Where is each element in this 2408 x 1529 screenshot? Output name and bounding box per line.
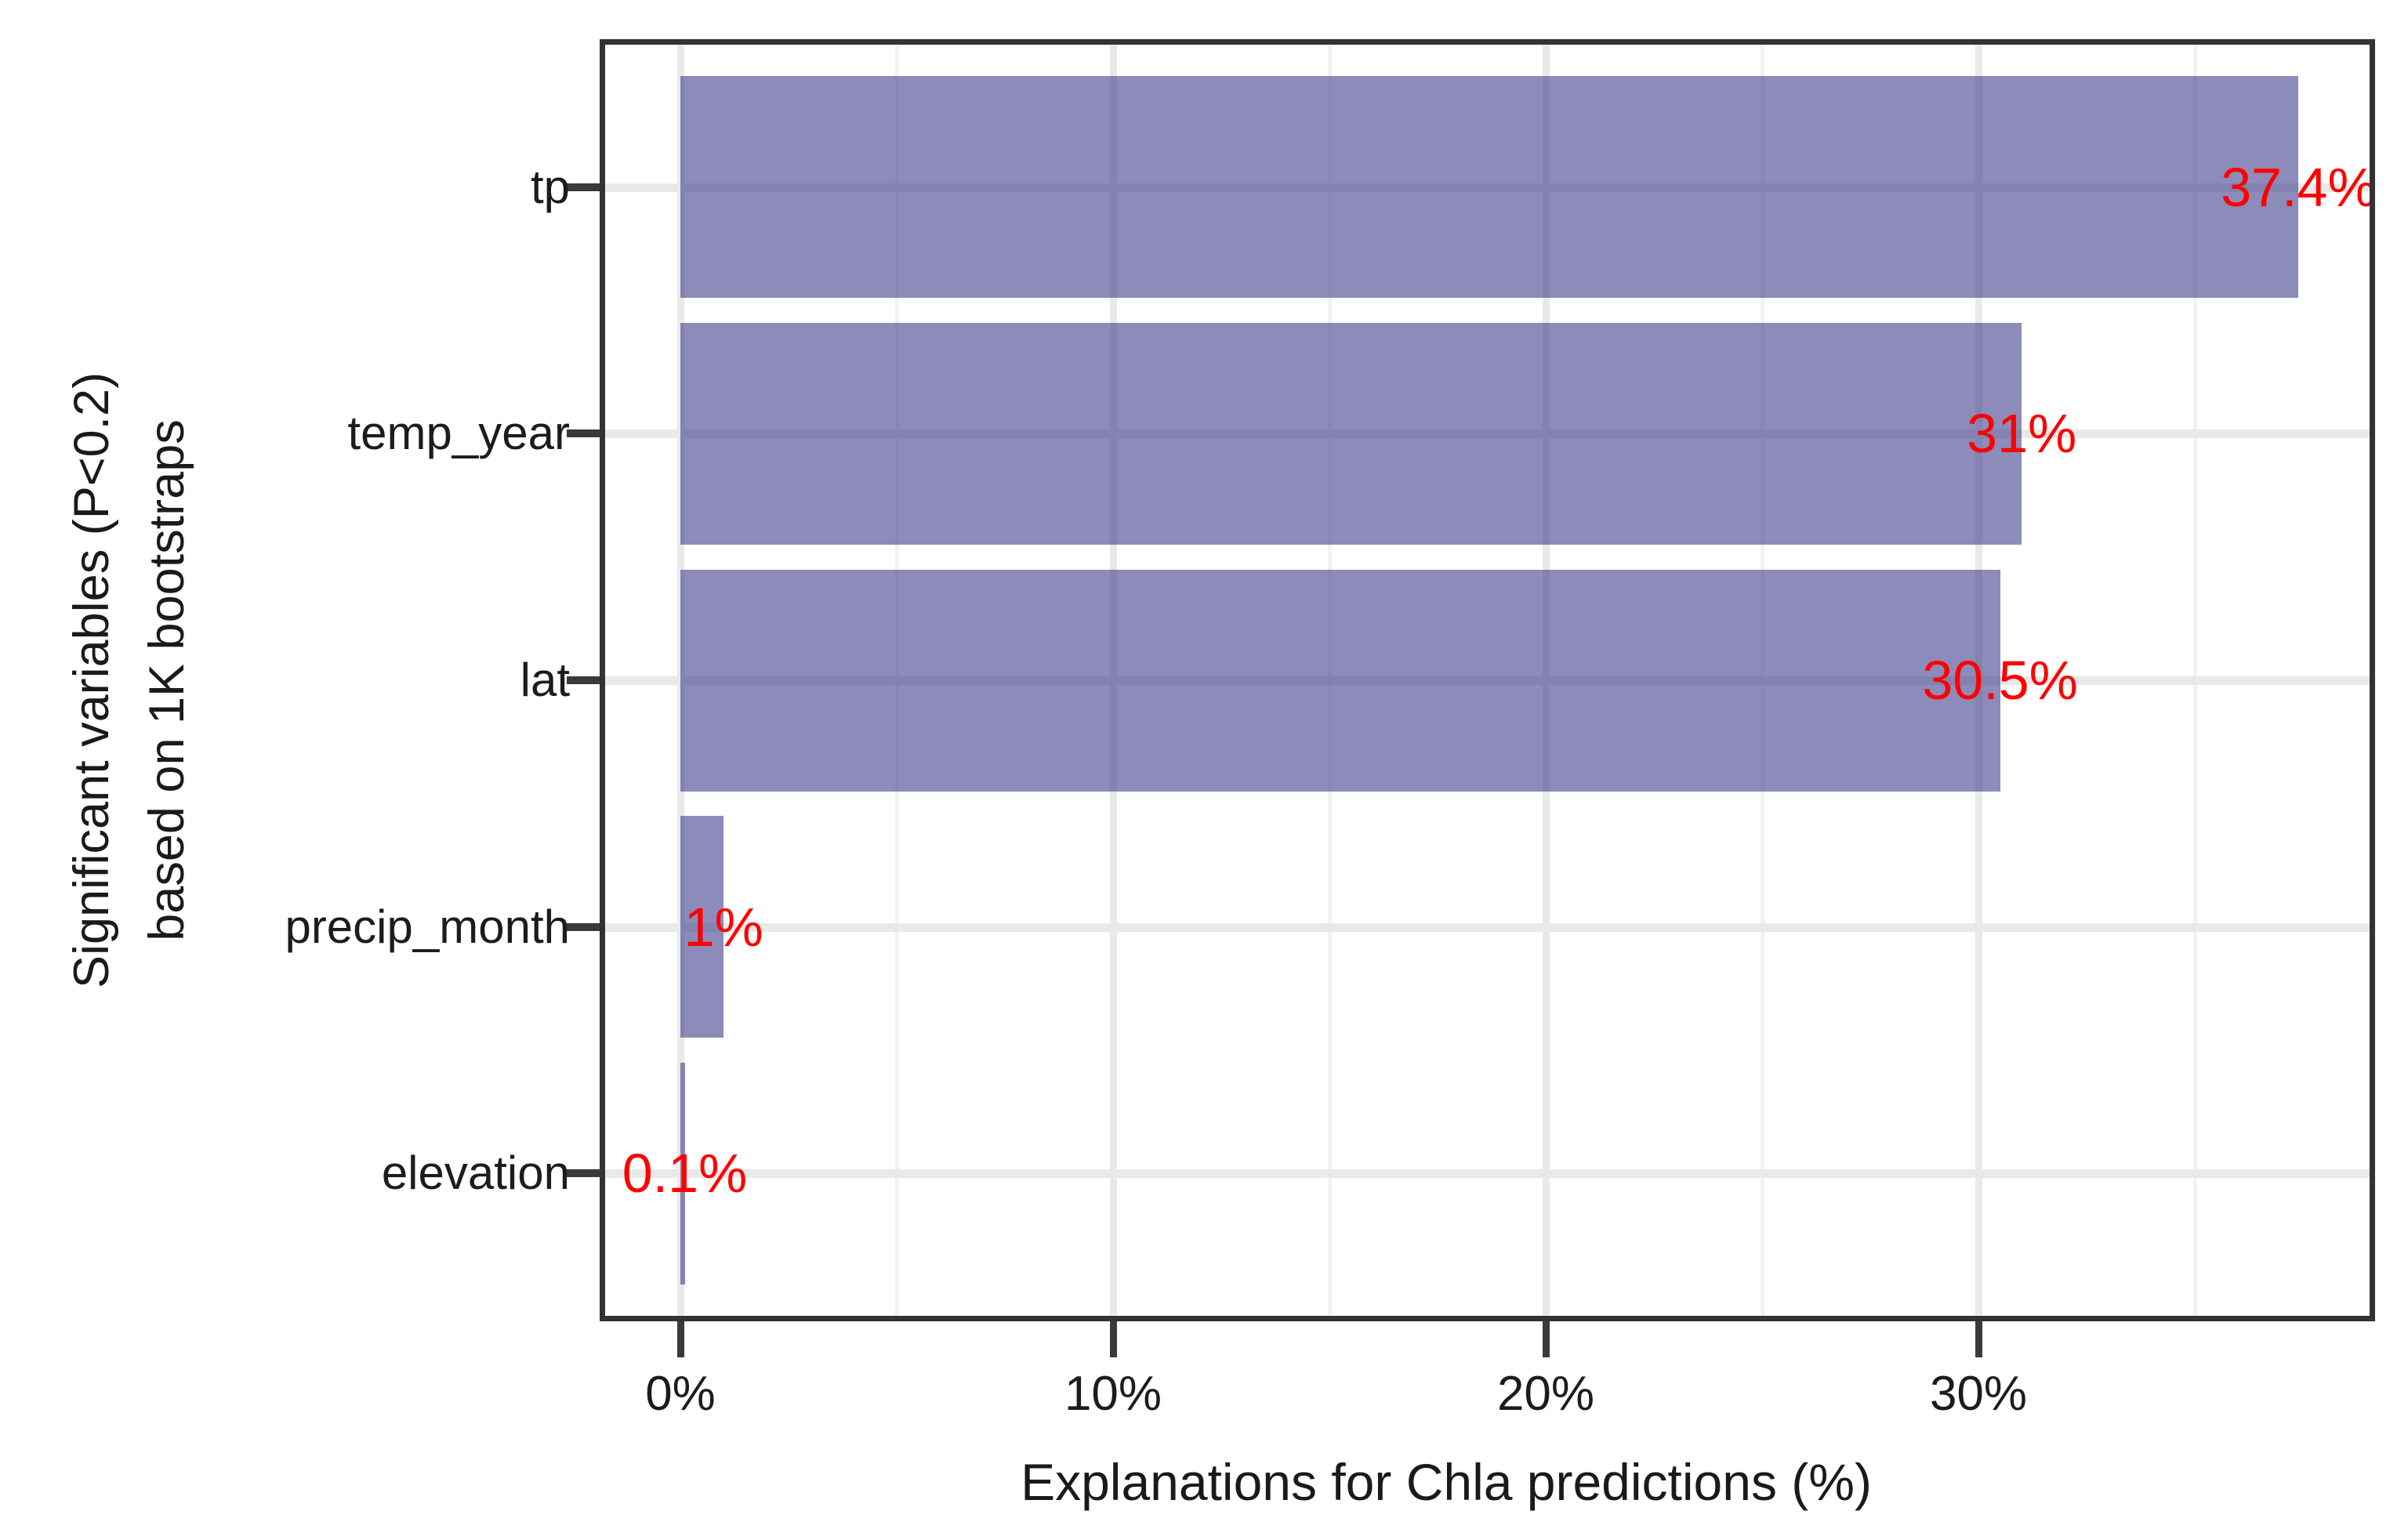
category-label-lat: lat: [520, 654, 570, 706]
x-tick-label-20: 20%: [1496, 1367, 1595, 1421]
gridline-row-elevation: [600, 1169, 2375, 1179]
bar-value-label-temp_year: 31%: [1967, 403, 2077, 465]
bar-elevation: [680, 1062, 685, 1284]
y-tick-precip_month: [567, 922, 600, 931]
x-tick-label-0: 0%: [645, 1367, 716, 1421]
x-tick-20: [1543, 1321, 1550, 1357]
y-tick-temp_year: [567, 429, 600, 438]
gridline-row-precip_month: [600, 922, 2375, 932]
y-tick-tp: [567, 183, 600, 191]
y-tick-elevation: [567, 1169, 600, 1178]
category-label-precip_month: precip_month: [285, 900, 570, 953]
bar-lat: [680, 569, 2000, 792]
x-tick-0: [677, 1321, 684, 1357]
x-tick-10: [1110, 1321, 1117, 1357]
bar-value-label-lat: 30.5%: [1922, 650, 2078, 711]
category-label-temp_year: temp_year: [347, 407, 570, 460]
category-label-elevation: elevation: [381, 1147, 570, 1200]
plot-panel: 37.4% 31% 30.5% 1% 0.1%: [600, 39, 2375, 1321]
bar-value-label-precip_month: 1%: [684, 896, 763, 958]
x-tick-label-30: 30%: [1929, 1367, 2028, 1421]
x-tick-label-10: 10%: [1064, 1367, 1162, 1421]
bar-tp: [680, 76, 2299, 299]
y-tick-lat: [567, 676, 600, 684]
x-tick-30: [1975, 1321, 1982, 1357]
bar-precip_month: [680, 816, 724, 1038]
bar-temp_year: [680, 322, 2022, 545]
bar-value-label-tp: 37.4%: [2221, 156, 2375, 218]
bar-value-label-elevation: 0.1%: [622, 1143, 748, 1205]
x-axis-title: Explanations for Chla predictions (%): [1021, 1453, 1872, 1511]
category-label-tp: tp: [530, 160, 570, 213]
